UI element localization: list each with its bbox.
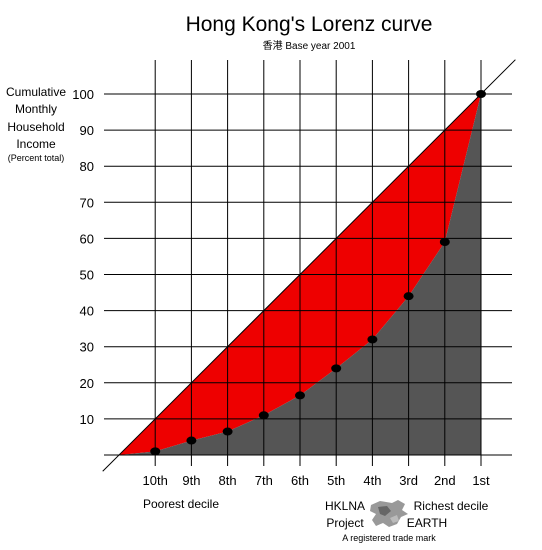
y-tick-label: 20 — [80, 376, 94, 391]
data-point — [222, 427, 233, 436]
data-point — [367, 335, 378, 344]
chart-subtitle: 香港 Base year 2001 — [263, 40, 356, 52]
data-point — [295, 391, 305, 400]
logo-text-hklna: HKLNA — [325, 499, 365, 513]
data-point — [439, 238, 450, 247]
y-tick-label: 90 — [80, 123, 94, 138]
data-point — [403, 292, 414, 301]
equality-line — [102, 59, 516, 472]
x-tick-label: 2nd — [434, 473, 456, 488]
y-tick-label: 40 — [80, 304, 94, 319]
y-tick-label: 70 — [80, 195, 94, 210]
y-tick-label: 10 — [80, 412, 94, 427]
y-tick-label: 80 — [80, 159, 94, 174]
data-point — [331, 364, 342, 373]
x-tick-label: 4th — [363, 473, 381, 488]
y-tick-label: 30 — [80, 340, 94, 355]
x-tick-label: 9th — [182, 473, 200, 488]
x-tick-labels: 10th 9th 8th 7th 6th 5th 4th 3rd 2nd 1st — [143, 473, 491, 488]
logo-text-earth: EARTH — [407, 516, 447, 530]
x-tick-label: 3rd — [399, 473, 418, 488]
y-axis-label-line-4: Income — [16, 137, 56, 151]
data-point — [476, 90, 486, 98]
y-axis-label-note: (Percent total) — [8, 153, 65, 163]
data-point — [258, 411, 269, 420]
x-tick-label: 8th — [219, 473, 237, 488]
earth-logo-icon — [370, 500, 408, 527]
y-tick-labels: 10 20 30 40 50 60 70 80 90 100 — [72, 87, 94, 427]
x-tick-label: 1st — [472, 473, 490, 488]
trademark-text: A registered trade mark — [342, 533, 436, 543]
x-tick-label: 7th — [255, 473, 273, 488]
x-tick-label: 6th — [291, 473, 309, 488]
data-point — [186, 436, 197, 445]
y-axis-label-line-2: Monthly — [15, 102, 57, 116]
y-tick-label: 50 — [80, 268, 94, 283]
x-tick-label: 10th — [143, 473, 168, 488]
data-points — [150, 90, 486, 456]
y-tick-label: 100 — [72, 87, 94, 102]
x-tick-label: 5th — [327, 473, 345, 488]
poorest-decile-label: Poorest decile — [143, 497, 219, 511]
y-axis-label-line-3: Household — [7, 120, 64, 134]
below-curve-area — [119, 94, 481, 455]
richest-decile-label: Richest decile — [414, 499, 489, 513]
y-tick-label: 60 — [80, 231, 94, 246]
chart-title: Hong Kong's Lorenz curve — [186, 13, 433, 36]
y-axis-label-line-1: Cumulative — [6, 85, 66, 99]
data-point — [150, 447, 161, 456]
logo-text-project: Project — [326, 516, 364, 530]
